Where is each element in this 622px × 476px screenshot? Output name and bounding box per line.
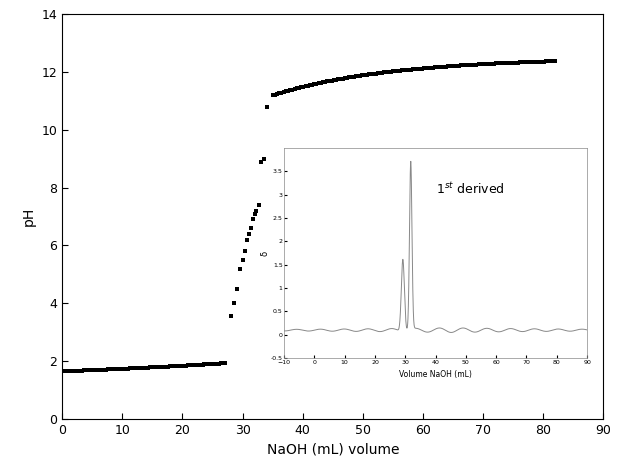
Y-axis label: pH: pH [22,207,36,226]
X-axis label: NaOH (mL) volume: NaOH (mL) volume [266,442,399,456]
